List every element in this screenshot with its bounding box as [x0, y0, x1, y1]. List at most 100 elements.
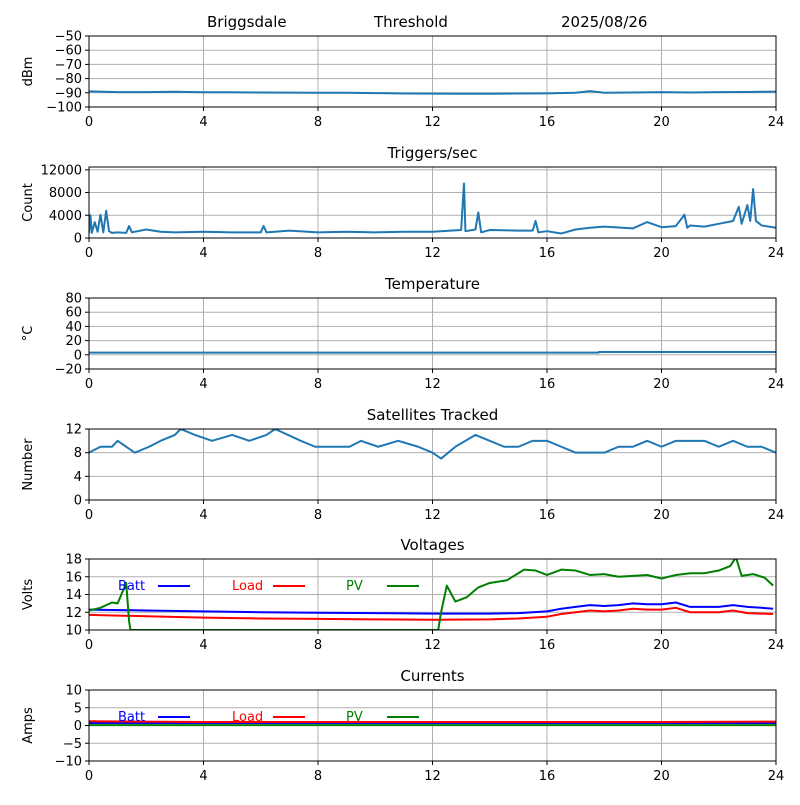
y-axis-label: °C [21, 326, 36, 342]
y-tick-label: −80 [55, 72, 82, 87]
x-tick-label: 16 [539, 508, 556, 523]
header-mode: Threshold [373, 13, 448, 31]
y-axis-label: Count [21, 183, 36, 222]
panel-signal: 0 4 8 12 16 20 24 −100−90−80−70−60−50 dBm [21, 30, 784, 131]
x-tick-label: 16 [539, 246, 556, 261]
x-tick-label: 12 [424, 246, 441, 261]
y-tick-label: −10 [55, 755, 82, 770]
legend-label-pv: PV [346, 579, 363, 594]
y-tick-label: −70 [55, 58, 82, 73]
x-tick-label: 4 [199, 638, 207, 653]
x-tick-label: 0 [85, 377, 93, 392]
panel-title: Currents [400, 667, 464, 685]
panel-title: Triggers/sec [387, 144, 478, 162]
y-tick-label: 4 [74, 470, 82, 485]
x-tick-label: 20 [653, 769, 670, 784]
y-tick-label: 12 [65, 606, 82, 621]
y-tick-label: 60 [65, 306, 82, 321]
x-tick-label: 12 [424, 115, 441, 130]
panel-title: Temperature [384, 275, 480, 293]
header-station: Briggsdale [207, 13, 287, 31]
y-tick-label: 40 [65, 320, 82, 335]
x-tick-label: 20 [653, 508, 670, 523]
y-axis-label: Volts [21, 579, 36, 611]
y-tick-label: 10 [65, 624, 82, 639]
legend-label-load: Load [232, 579, 263, 594]
x-tick-label: 8 [314, 115, 322, 130]
y-tick-label: −60 [55, 44, 82, 59]
panel-voltages: 0 4 8 12 16 20 24 10 12 14 16 18 Voltages Volts Batt Lo… [21, 536, 784, 653]
x-tick-label: 16 [539, 115, 556, 130]
y-tick-label: 0 [74, 232, 82, 247]
x-tick-label: 24 [768, 115, 785, 130]
x-tick-label: 8 [314, 508, 322, 523]
series-line-batt [89, 601, 774, 615]
y-tick-label: 10 [65, 684, 82, 699]
y-tick-label: 0 [74, 348, 82, 363]
y-tick-label: 12 [65, 423, 82, 438]
x-tick-label: 0 [85, 638, 93, 653]
x-tick-label: 20 [653, 246, 670, 261]
x-tick-label: 24 [768, 246, 785, 261]
series-group [89, 559, 774, 630]
x-tick-label: 16 [539, 769, 556, 784]
x-tick-label: 0 [85, 508, 93, 523]
x-tick-label: 20 [653, 377, 670, 392]
y-tick-label: 20 [65, 334, 82, 349]
series-line-0 [89, 182, 776, 235]
y-tick-label: 12000 [41, 163, 82, 178]
x-tick-label: 0 [85, 246, 93, 261]
x-tick-label: 12 [424, 508, 441, 523]
y-tick-label: −90 [55, 86, 82, 101]
x-tick-label: 12 [424, 638, 441, 653]
legend-label-batt: Batt [118, 710, 145, 725]
x-tick-label: 20 [653, 115, 670, 130]
panel-title: Voltages [400, 536, 464, 554]
series-group [89, 350, 776, 354]
x-tick-label: 16 [539, 638, 556, 653]
series-group [89, 720, 776, 727]
x-tick-label: 8 [314, 638, 322, 653]
x-tick-label: 12 [424, 377, 441, 392]
x-tick-label: 16 [539, 377, 556, 392]
series-line-load [89, 720, 776, 723]
x-tick-label: 8 [314, 246, 322, 261]
panel-satellites: 0 4 8 12 16 20 24 0 4 8 12 Satellites Tracked Number [21, 406, 784, 523]
y-tick-label: −50 [55, 30, 82, 45]
x-tick-label: 24 [768, 769, 785, 784]
x-tick-label: 8 [314, 377, 322, 392]
panel-triggers: 0 4 8 12 16 20 24 0 4000 8000 12000 Triggers/sec Cou… [21, 144, 784, 261]
legend-label-pv: PV [346, 710, 363, 725]
legend-label-load: Load [232, 710, 263, 725]
y-axis-label: dBm [21, 57, 36, 87]
y-tick-label: 0 [74, 494, 82, 509]
y-tick-label: −20 [55, 363, 82, 378]
y-tick-label: 5 [74, 701, 82, 716]
y-tick-label: 4000 [49, 209, 82, 224]
series-group [89, 90, 776, 95]
y-tick-label: −5 [63, 737, 82, 752]
series-line-0 [89, 90, 776, 95]
x-tick-label: 0 [85, 115, 93, 130]
x-tick-label: 24 [768, 508, 785, 523]
x-tick-label: 12 [424, 769, 441, 784]
series-line-load [89, 606, 774, 621]
y-axis-label: Number [21, 438, 36, 491]
y-tick-label: 18 [65, 553, 82, 568]
series-line-0 [89, 350, 776, 354]
x-tick-label: 4 [199, 377, 207, 392]
series-line-0 [89, 429, 776, 460]
x-tick-label: 4 [199, 508, 207, 523]
x-tick-label: 8 [314, 769, 322, 784]
series-group [89, 429, 776, 460]
x-tick-label: 4 [199, 769, 207, 784]
series-line-pv [89, 559, 774, 630]
panel-currents: 0 4 8 12 16 20 24 −10 −5 0 5 10 Currents Amps Batt Load… [21, 667, 784, 784]
y-tick-label: 80 [65, 292, 82, 307]
x-tick-label: 24 [768, 377, 785, 392]
y-tick-label: 8 [74, 446, 82, 461]
series-group [89, 182, 776, 235]
y-tick-label: 0 [74, 719, 82, 734]
